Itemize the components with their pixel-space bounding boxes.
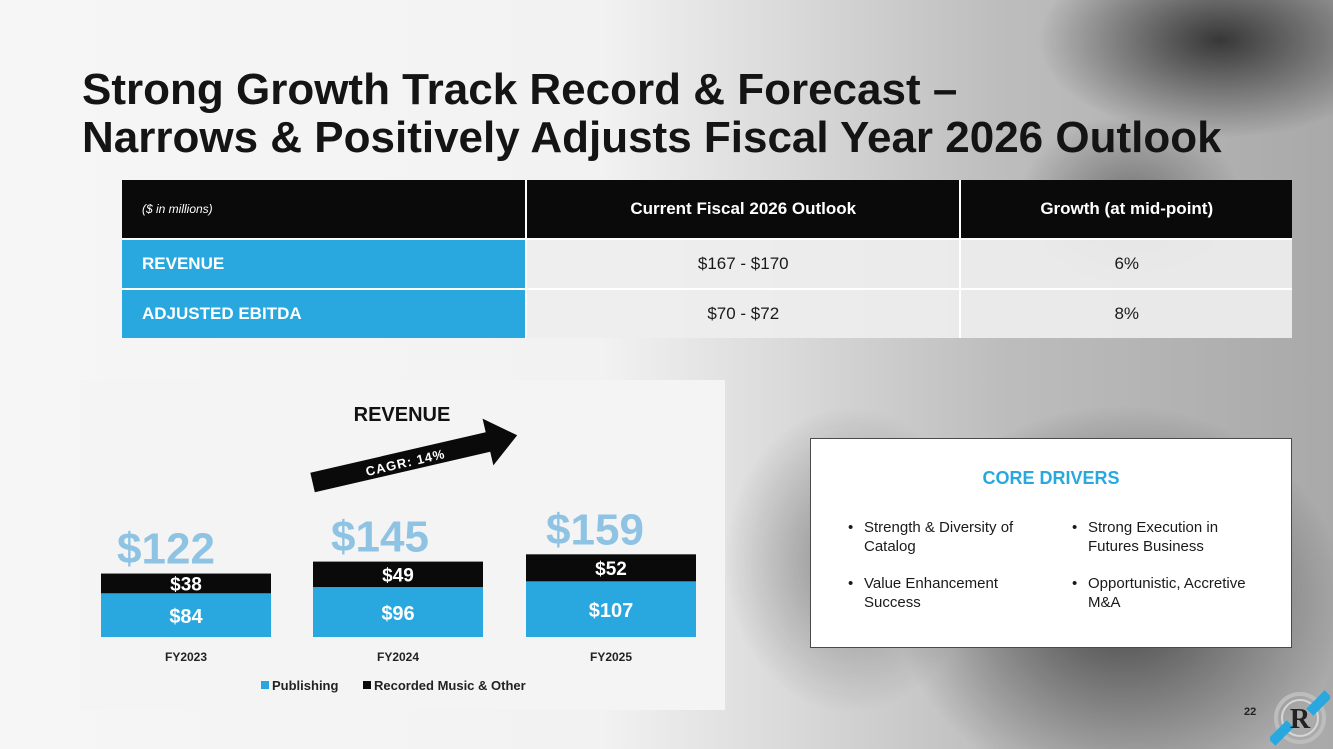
revenue-growth-value: 6% <box>959 238 1292 289</box>
legend-label-recorded-music: Recorded Music & Other <box>374 678 526 693</box>
driver-item: Strong Execution in Futures Business <box>1070 518 1273 556</box>
total-value-label: $159 <box>546 505 644 554</box>
svg-text:R: R <box>1290 704 1311 735</box>
driver-item: Opportunistic, Accretive M&A <box>1070 574 1273 612</box>
title-line-2: Narrows & Positively Adjusts Fiscal Year… <box>82 113 1222 162</box>
legend-label-publishing: Publishing <box>272 678 339 693</box>
cagr-arrow-shape <box>310 418 518 493</box>
bar-recorded-music-fy2024 <box>313 561 483 588</box>
driver-item: Strength & Diversity of Catalog <box>846 518 1049 556</box>
bar-publishing-fy2023 <box>101 593 271 637</box>
bar-value-label: $84 <box>169 606 203 628</box>
bar-publishing-fy2025 <box>526 581 696 637</box>
revenue-outlook-value: $167 - $170 <box>524 238 961 289</box>
row-label-adjusted-ebitda: ADJUSTED EBITDA <box>122 288 526 338</box>
x-axis-tick-label: FY2024 <box>377 650 419 664</box>
table-row: REVENUE $167 - $170 6% <box>122 238 1292 289</box>
bar-value-label: $96 <box>381 603 414 625</box>
x-axis-tick-label: FY2023 <box>165 650 207 664</box>
title-line-1: Strong Growth Track Record & Forecast – <box>82 65 958 114</box>
core-drivers-title: CORE DRIVERS <box>982 468 1120 488</box>
total-value-label: $145 <box>331 513 429 562</box>
ebitda-growth-value: 8% <box>959 288 1292 338</box>
outlook-table: ($ in millions) Current Fiscal 2026 Outl… <box>122 180 1292 338</box>
column-header-outlook: Current Fiscal 2026 Outlook <box>524 180 961 239</box>
bar-recorded-music-fy2023 <box>101 573 271 594</box>
driver-item: Value Enhancement Success <box>846 574 1049 612</box>
bar-value-label: $49 <box>382 565 414 586</box>
bar-value-label: $107 <box>589 600 634 622</box>
units-label: ($ in millions) <box>122 180 526 239</box>
page-number: 22 <box>1244 706 1257 718</box>
outlook-table-header: ($ in millions) Current Fiscal 2026 Outl… <box>122 180 1292 239</box>
ebitda-outlook-value: $70 - $72 <box>524 288 961 338</box>
r-monogram-logo-icon: R <box>1270 690 1330 746</box>
row-label-revenue: REVENUE <box>122 238 526 289</box>
bar-recorded-music-fy2025 <box>526 554 696 582</box>
table-row: ADJUSTED EBITDA $70 - $72 8% <box>122 288 1292 338</box>
x-axis-tick-label: FY2025 <box>590 650 632 664</box>
bar-publishing-fy2024 <box>313 587 483 637</box>
bar-value-label: $38 <box>170 574 202 595</box>
slide-title: Strong Growth Track Record & Forecast – … <box>82 66 1322 162</box>
column-header-growth: Growth (at mid-point) <box>959 180 1292 239</box>
legend-swatch-publishing <box>261 681 269 689</box>
bar-value-label: $52 <box>595 559 627 580</box>
legend-swatch-recorded-music <box>363 681 371 689</box>
revenue-chart-panel: REVENUE CAGR: 14% $84 $38 $122 FY2023 $96 $49 $1… <box>80 380 725 710</box>
core-drivers-box: CORE DRIVERS Strength & Diversity of Cat… <box>810 438 1292 648</box>
chart-title: REVENUE <box>354 404 451 426</box>
total-value-label: $122 <box>117 525 215 574</box>
